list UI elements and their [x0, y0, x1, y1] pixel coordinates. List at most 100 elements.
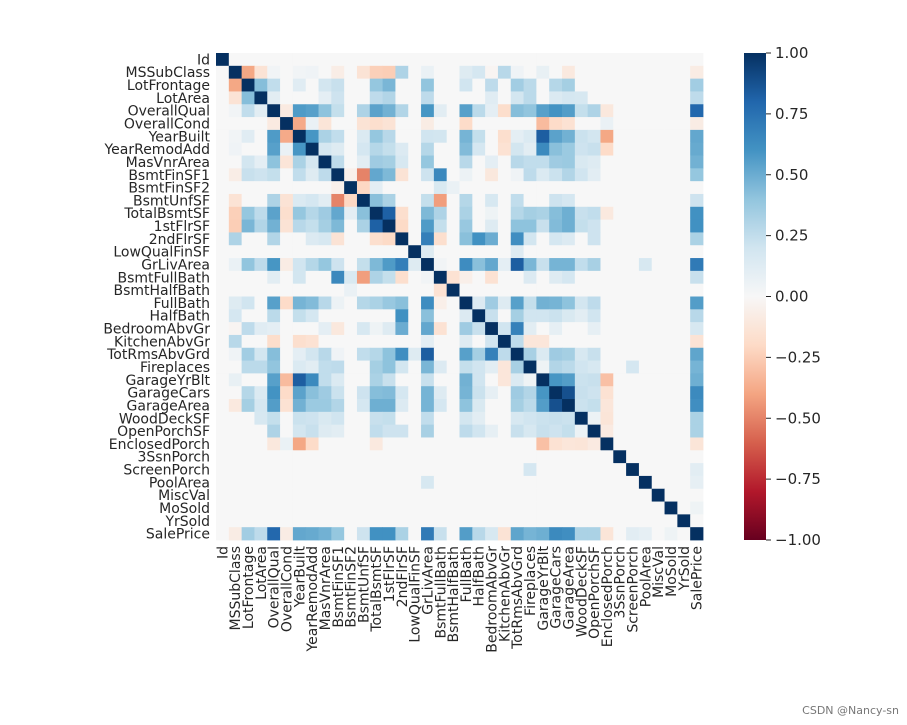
heatmap-cell-MSSubClass-Id	[216, 65, 230, 80]
heatmap-cell-KitchenAbvGr-GarageArea	[562, 334, 576, 349]
heatmap-cell-WoodDeckSF-BsmtUnfSF	[356, 411, 371, 426]
heatmap-cell-ScreenPorch-LowQualFinSF	[408, 463, 422, 477]
heatmap-cell-TotRmsAbvGrd-LotFrontage	[241, 347, 255, 361]
heatmap-cell-YrSold-ScreenPorch	[626, 514, 640, 528]
heatmap-cell-2ndFlrSF-GrLivArea	[421, 232, 435, 246]
heatmap-cell-GrLivArea-TotalBsmtSF	[369, 258, 384, 272]
heatmap-cell-YearRemodAdd-LotFrontage	[241, 142, 255, 156]
heatmap-cell-OverallQual-EnclosedPorch	[600, 104, 614, 118]
heatmap-cell-Id-3SsnPorch	[613, 53, 627, 67]
heatmap-cell-ScreenPorch-LotFrontage	[241, 463, 255, 477]
heatmap-cell-BsmtHalfBath-MasVnrArea	[318, 283, 332, 297]
heatmap-cell-YearRemodAdd-SalePrice	[690, 142, 704, 156]
heatmap-cell-WoodDeckSF-3SsnPorch	[613, 411, 627, 426]
heatmap-cell-MoSold-OverallCond	[280, 501, 294, 515]
heatmap-cell-HalfBath-FullBath	[459, 309, 473, 323]
heatmap-cell-GarageArea-MasVnrArea	[318, 399, 332, 413]
heatmap-cell-BedroomAbvGr-TotRmsAbvGrd	[510, 322, 524, 336]
heatmap-cell-LowQualFinSF-SalePrice	[690, 245, 704, 259]
heatmap-cell-OverallCond-GarageArea	[562, 117, 576, 131]
heatmap-cell-HalfBath-ScreenPorch	[626, 309, 640, 323]
heatmap-cell-BsmtFullBath-PoolArea	[638, 270, 653, 285]
heatmap-cell-1stFlrSF-MiscVal	[651, 219, 665, 233]
heatmap-cell-BsmtHalfBath-BsmtFinSF1	[331, 283, 345, 297]
heatmap-cell-BedroomAbvGr-MasVnrArea	[318, 322, 332, 336]
y-tick-label: OverallCond	[124, 116, 210, 132]
heatmap-cell-GarageCars-TotRmsAbvGrd	[510, 386, 524, 400]
x-tick-label: BsmtUnfSF	[356, 546, 372, 623]
heatmap-cell-MSSubClass-MoSold	[664, 65, 678, 80]
heatmap-cell-SalePrice-MSSubClass	[228, 527, 243, 541]
heatmap-cell-BsmtFinSF2-SalePrice	[690, 181, 704, 195]
heatmap-cell-FullBath-PoolArea	[638, 296, 653, 310]
heatmap-cell-GarageYrBlt-MasVnrArea	[318, 373, 332, 387]
heatmap-cell-MSSubClass-LowQualFinSF	[408, 65, 422, 80]
heatmap-cell-GarageArea-BsmtUnfSF	[356, 399, 371, 413]
heatmap-cell-MSSubClass-GarageArea	[562, 65, 576, 80]
heatmap-cell-GrLivArea-OpenPorchSF	[587, 258, 601, 272]
heatmap-cell-WoodDeckSF-BsmtFinSF2	[344, 411, 358, 426]
heatmap-cell-OverallCond-BedroomAbvGr	[485, 117, 499, 131]
heatmap-cell-ScreenPorch-OverallCond	[280, 463, 294, 477]
heatmap-cell-Id-Fireplaces	[523, 53, 537, 67]
heatmap-cell-ScreenPorch-SalePrice	[690, 463, 704, 477]
heatmap-cell-GrLivArea-MiscVal	[651, 258, 665, 272]
heatmap-cell-OpenPorchSF-BsmtFinSF1	[331, 424, 345, 438]
heatmap-cell-GrLivArea-MSSubClass	[228, 258, 243, 272]
heatmap-cell-YearBuilt-BsmtHalfBath	[446, 129, 460, 144]
heatmap-cell-KitchenAbvGr-GrLivArea	[421, 334, 435, 349]
heatmap-cell-FullBath-LotArea	[254, 296, 268, 310]
heatmap-cell-Fireplaces-FullBath	[459, 360, 473, 374]
heatmap-cell-BsmtUnfSF-OpenPorchSF	[587, 193, 601, 208]
heatmap-cell-2ndFlrSF-Id	[216, 232, 230, 246]
heatmap-cell-Fireplaces-OverallCond	[280, 360, 294, 374]
heatmap-cell-OverallCond-BsmtFullBath	[433, 117, 448, 131]
heatmap-cell-LowQualFinSF-MoSold	[664, 245, 678, 259]
heatmap-cell-TotRmsAbvGrd-GarageYrBlt	[536, 347, 550, 361]
heatmap-cell-YearBuilt-2ndFlrSF	[395, 129, 409, 144]
heatmap-cell-LotArea-TotRmsAbvGrd	[510, 91, 524, 105]
heatmap-cell-OverallQual-BsmtFinSF2	[344, 104, 358, 118]
heatmap-cell-BedroomAbvGr-WoodDeckSF	[574, 322, 589, 336]
heatmap-cell-GarageArea-OverallCond	[280, 399, 294, 413]
heatmap-cell-MSSubClass-SalePrice	[690, 65, 704, 80]
heatmap-cell-BedroomAbvGr-YrSold	[677, 322, 691, 336]
y-tick-label: MasVnrArea	[126, 155, 210, 171]
heatmap-cell-ScreenPorch-MasVnrArea	[318, 463, 332, 477]
heatmap-cell-TotRmsAbvGrd-EnclosedPorch	[600, 347, 614, 361]
heatmap-cell-Fireplaces-LowQualFinSF	[408, 360, 422, 374]
heatmap-cell-Id-OverallCond	[280, 53, 294, 67]
heatmap-cell-LowQualFinSF-GarageArea	[562, 245, 576, 259]
heatmap-cell-LowQualFinSF-BsmtHalfBath	[446, 245, 460, 259]
heatmap-cell-GrLivArea-YearRemodAdd	[305, 258, 319, 272]
heatmap-cell-2ndFlrSF-MoSold	[664, 232, 678, 246]
heatmap-cell-OverallCond-FullBath	[459, 117, 473, 131]
heatmap-cell-3SsnPorch-OverallQual	[267, 450, 281, 464]
heatmap-cell-BsmtHalfBath-LotFrontage	[241, 283, 255, 297]
heatmap-cell-MasVnrArea-OverallCond	[280, 155, 294, 169]
heatmap-cell-PoolArea-MoSold	[664, 475, 678, 490]
heatmap-cell-MSSubClass-MiscVal	[651, 65, 665, 80]
heatmap-cell-Id-MasVnrArea	[318, 53, 332, 67]
heatmap-cell-3SsnPorch-EnclosedPorch	[600, 450, 614, 464]
heatmap-cell-BsmtFinSF1-HalfBath	[472, 168, 486, 182]
heatmap-cell-BedroomAbvGr-BedroomAbvGr	[485, 322, 499, 336]
heatmap-cell-HalfBath-MSSubClass	[228, 309, 243, 323]
heatmap-cell-GarageCars-BsmtFinSF2	[344, 386, 358, 400]
colorbar-tick-label: 0.50	[775, 166, 808, 184]
heatmap-cell-MiscVal-MiscVal	[651, 488, 665, 502]
heatmap-cell-WoodDeckSF-WoodDeckSF	[574, 411, 589, 426]
heatmap-cell-GarageCars-EnclosedPorch	[600, 386, 614, 400]
heatmap-cell-FullBath-EnclosedPorch	[600, 296, 614, 310]
heatmap-cell-SalePrice-2ndFlrSF	[395, 527, 409, 541]
heatmap-cell-EnclosedPorch-BsmtFinSF2	[344, 437, 358, 451]
heatmap-cell-MoSold-2ndFlrSF	[395, 501, 409, 515]
heatmap-cell-MasVnrArea-TotalBsmtSF	[369, 155, 384, 169]
heatmap-cell-ScreenPorch-EnclosedPorch	[600, 463, 614, 477]
heatmap-cell-OpenPorchSF-3SsnPorch	[613, 424, 627, 438]
heatmap-cell-MiscVal-GrLivArea	[421, 488, 435, 502]
y-tick-label: YearBuilt	[148, 129, 211, 145]
heatmap-cell-TotRmsAbvGrd-GrLivArea	[421, 347, 435, 361]
heatmap-cell-MiscVal-HalfBath	[472, 488, 486, 502]
heatmap-cell-WoodDeckSF-EnclosedPorch	[600, 411, 614, 426]
